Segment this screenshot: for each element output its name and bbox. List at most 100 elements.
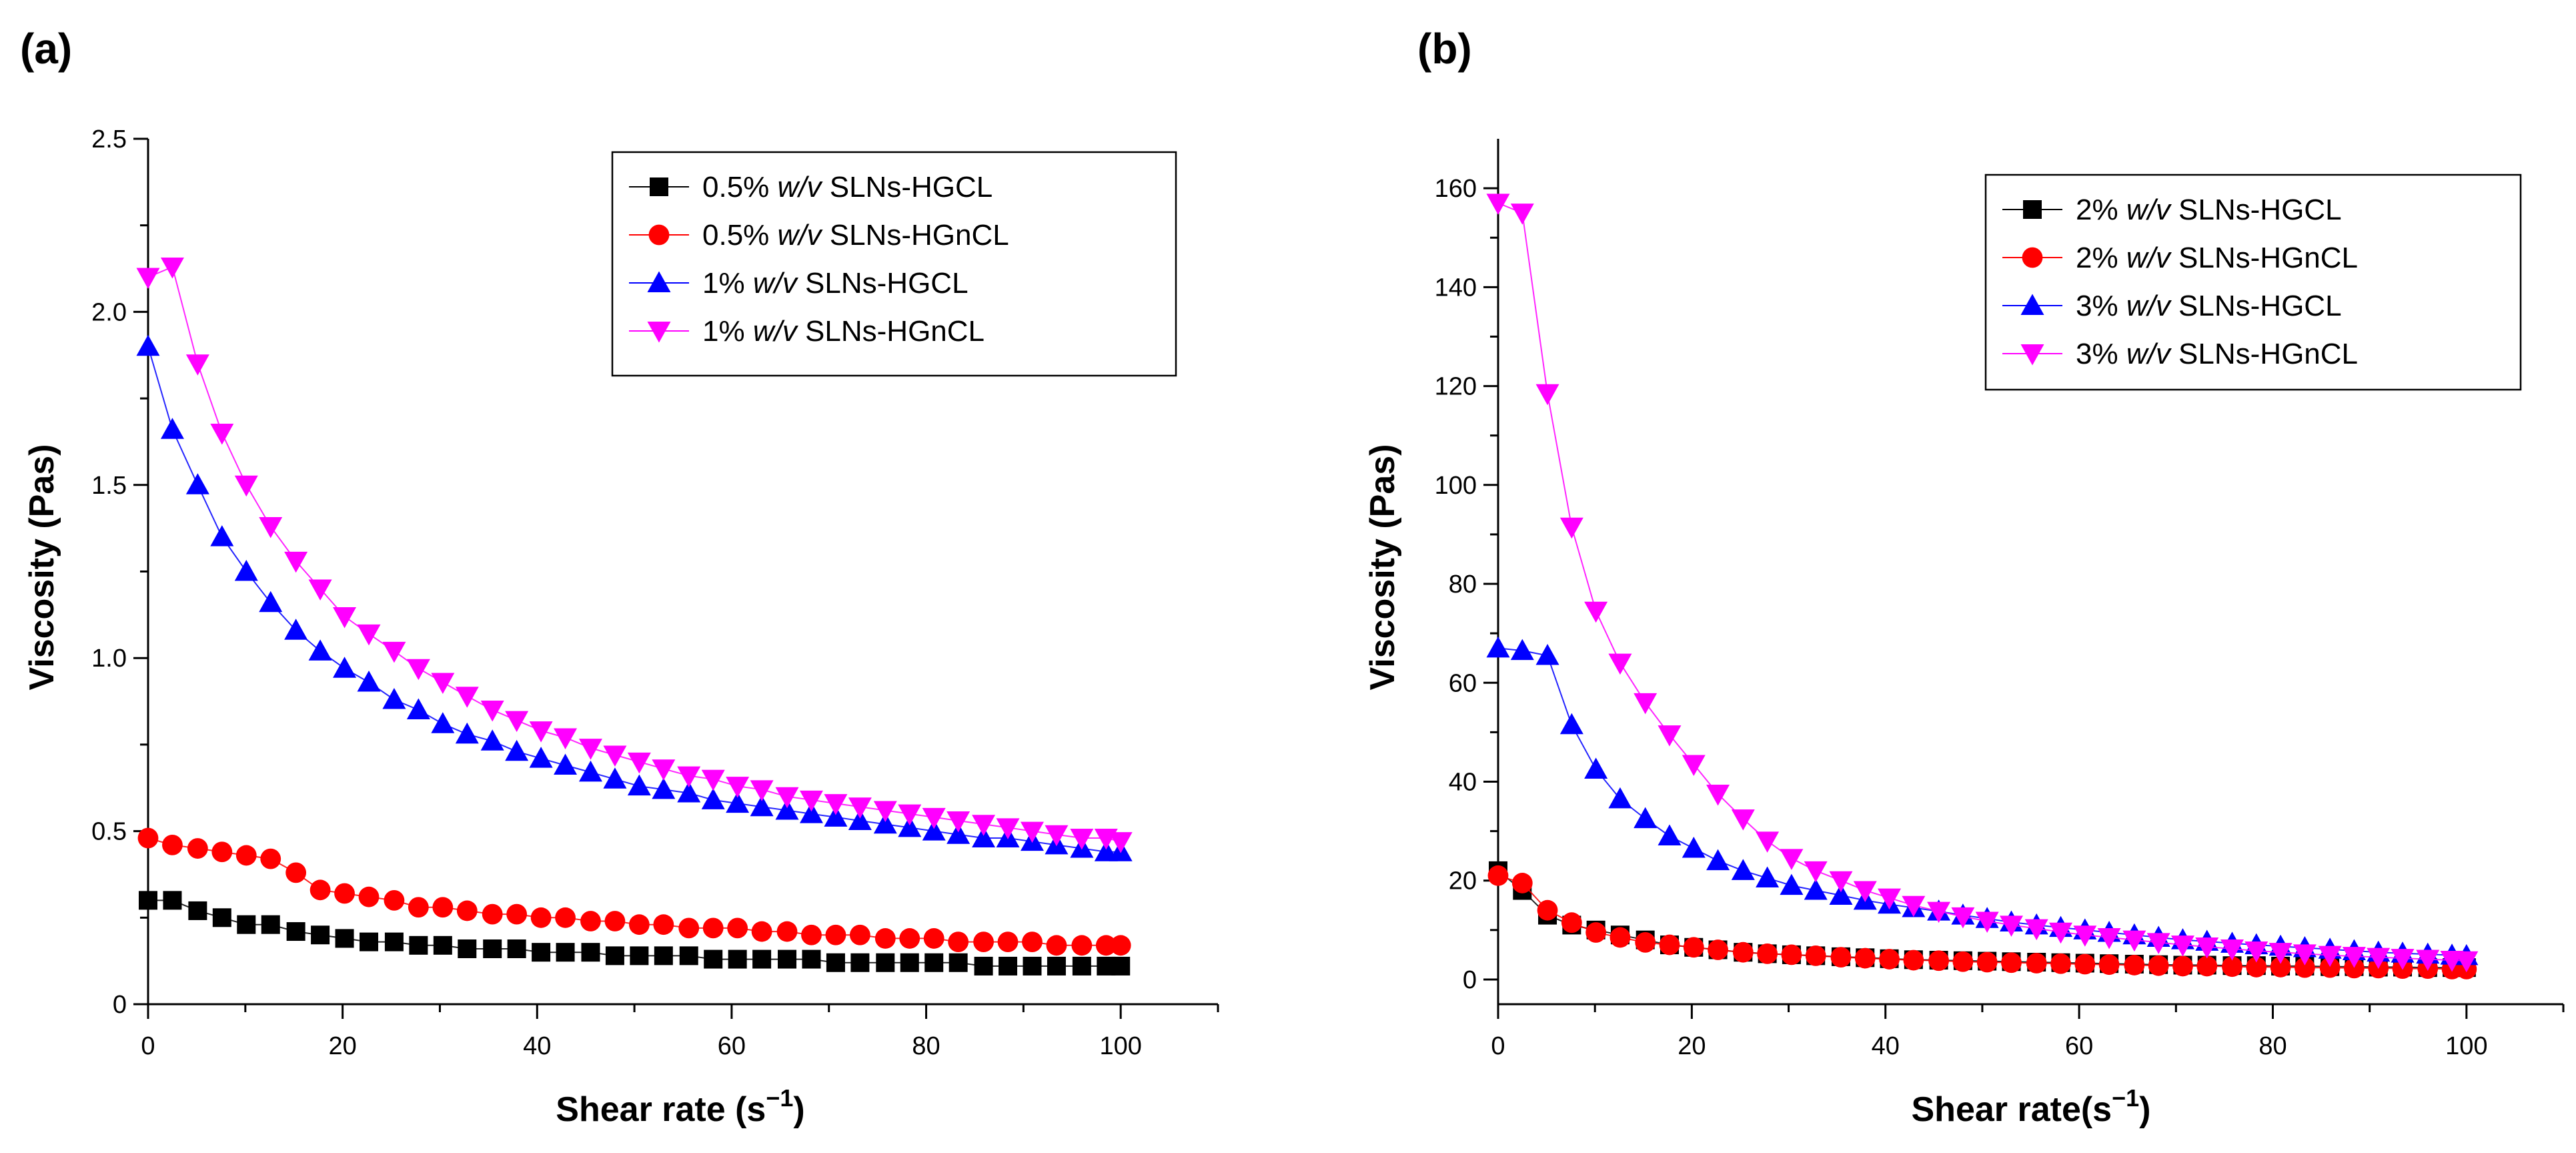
panel-a-data-point — [825, 924, 846, 945]
panel-a-data-point — [776, 921, 798, 942]
panel-a-data-point — [922, 819, 946, 841]
panel-a-data-point — [873, 812, 897, 834]
panel-b-y-tick-label: 20 — [1449, 867, 1477, 895]
panel-b-marks — [1486, 194, 2479, 980]
panel-b-x-tick-label: 60 — [2065, 1032, 2093, 1060]
panel-a-data-point — [752, 949, 772, 969]
panel-a-data-point — [285, 862, 307, 883]
panel-a-x-tick-label: 80 — [912, 1032, 940, 1060]
panel-a-legend-item-0: 0.5% w/v SLNs-HGCL — [629, 171, 993, 204]
panel-a-data-point — [972, 815, 996, 836]
panel-a-data-point — [357, 671, 381, 692]
panel-a-data-point — [848, 809, 872, 831]
panel-a-data-point — [704, 949, 723, 969]
panel-b-data-point — [1658, 824, 1682, 846]
panel-b-data-point — [1584, 757, 1608, 779]
panel-b-data-point — [2001, 952, 2022, 974]
panel-a-data-point — [751, 921, 772, 942]
panel-b-x-axis-title-main: Shear rate(s — [1912, 1090, 2112, 1129]
panel-b-data-point — [2074, 953, 2096, 975]
panel-a-data-point — [946, 823, 971, 844]
panel-a-data-point — [529, 721, 553, 743]
panel-a-data-point — [408, 897, 429, 918]
panel-b-y-tick-label: 40 — [1449, 768, 1477, 796]
panel-a-data-point — [898, 804, 922, 826]
panel-b-data-point — [1634, 693, 1658, 715]
panel-a-x-tick-label: 40 — [523, 1032, 551, 1060]
panel-a-data-point — [701, 769, 725, 791]
panel-a-data-point — [384, 889, 405, 911]
panel-a-data-point — [924, 953, 944, 972]
panel-a-data-point — [580, 911, 601, 931]
panel-a-data-point — [1071, 935, 1093, 956]
panel-a-data-point — [702, 917, 724, 939]
panel-a-y-tick-label: 2.0 — [91, 298, 127, 326]
panel-b-y-axis-title: Viscosity (Pas) — [1363, 444, 1402, 690]
panel-a-data-point — [946, 811, 971, 833]
panel-a-data-point — [605, 946, 624, 966]
panel-b-data-point — [1608, 653, 1632, 675]
panel-a-data-point — [187, 838, 208, 859]
panel-b-x-tick-label: 100 — [2445, 1032, 2487, 1060]
panel-a-data-point — [409, 935, 428, 955]
panel-b-data-point — [1608, 787, 1632, 809]
panel-b-data-point — [1829, 883, 1853, 905]
panel-b-data-point — [1732, 941, 1754, 963]
panel-a-data-point — [727, 917, 748, 939]
legend-label-pre: 1% — [702, 267, 753, 300]
panel-a-data-point — [480, 729, 504, 751]
panel-a-data-point — [996, 818, 1020, 839]
panel-a-data-point — [728, 949, 747, 969]
panel-b-x-axis-title: Shear rate(s−1) — [1912, 1084, 2151, 1129]
panel-b-data-point — [2148, 955, 2169, 976]
panel-b-data-point — [1682, 837, 1706, 858]
panel-a-data-point — [678, 917, 700, 939]
panel-a-data-point — [972, 826, 996, 847]
panel-b-data-point — [1510, 639, 1534, 661]
panel-b-data-point — [2124, 955, 2145, 976]
panel-a-data-point — [1045, 825, 1069, 847]
panel-a-data-point — [1109, 832, 1133, 853]
panel-b-data-point — [2318, 945, 2342, 968]
panel-a-data-point — [824, 805, 848, 827]
panel-b-data-point — [1708, 939, 1728, 960]
panel-b-x-tick-label: 40 — [1872, 1032, 1900, 1060]
panel-a-data-point — [603, 767, 627, 789]
panel-a-data-point — [899, 928, 920, 949]
panel-b-legend-item-0: 2% w/v SLNs-HGCL — [2002, 194, 2342, 226]
panel-a-series-1 — [137, 827, 1131, 956]
panel-a-data-point — [188, 901, 207, 920]
panel-b-data-point — [1537, 899, 1558, 921]
panel-a-data-point — [652, 777, 676, 799]
panel-a-data-point — [458, 939, 477, 958]
panel-a-data-point — [137, 827, 159, 849]
panel-a-legend-box — [611, 151, 1177, 377]
panel-b-legend-marker — [2023, 200, 2042, 219]
panel-b-data-point — [1561, 912, 1582, 933]
panel-b-data-point — [1585, 922, 1607, 943]
panel-a-data-point — [482, 903, 503, 925]
panel-a-data-point — [234, 475, 258, 497]
panel-b-y-tick-label: 120 — [1435, 373, 1477, 401]
panel-a-data-point — [604, 911, 626, 931]
legend-label-em: w/v — [2126, 338, 2172, 370]
panel-b: (b) 0 20 40 60 80 100 0 20 40 60 80 100 120 140 160 Sh… — [1363, 25, 2565, 1129]
panel-a-data-point — [505, 711, 529, 733]
panel-a-data-point — [530, 907, 552, 928]
panel-a-series-2 — [136, 334, 1133, 861]
panel-a-data-point — [505, 739, 529, 761]
panel-a-data-point — [973, 931, 994, 953]
panel-a-data-point — [554, 728, 578, 750]
panel-b-data-point — [2344, 957, 2365, 979]
panel-a-data-point — [627, 752, 651, 774]
panel-b-data-point — [1976, 951, 1998, 973]
panel-a-legend-label: 1% w/v SLNs-HGnCL — [702, 315, 985, 348]
panel-a-data-point — [900, 953, 919, 972]
panel-b-legend-item-3: 3% w/v SLNs-HGnCL — [2002, 338, 2358, 370]
panel-a-data-point — [284, 619, 308, 640]
panel-a-data-point — [234, 560, 258, 581]
legend-label-pre: 1% — [702, 315, 753, 348]
panel-a-data-point — [750, 795, 774, 817]
panel-a-data-point — [850, 953, 870, 972]
panel-b-data-point — [1731, 859, 1755, 880]
